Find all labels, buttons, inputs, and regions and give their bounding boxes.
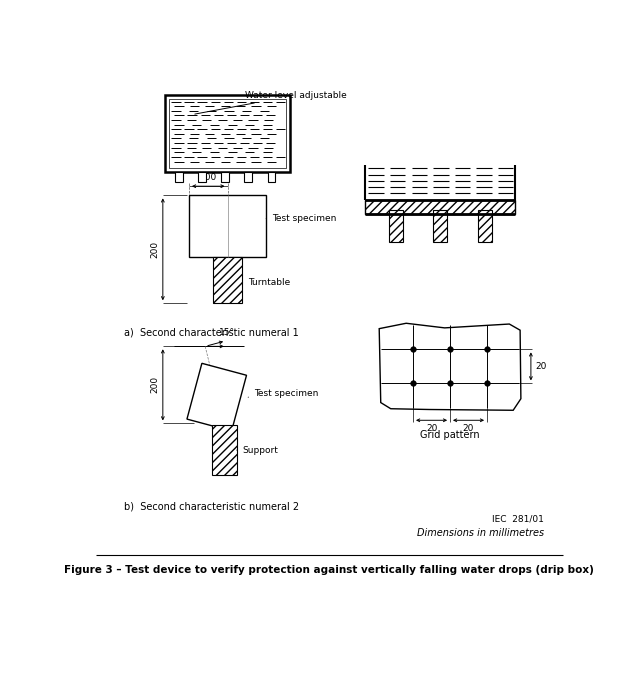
Bar bbox=[221, 172, 229, 181]
Text: Test specimen: Test specimen bbox=[248, 389, 318, 398]
Bar bbox=[175, 172, 183, 181]
Bar bbox=[365, 200, 516, 214]
Bar bbox=[478, 210, 492, 242]
Text: 200: 200 bbox=[150, 376, 159, 393]
Text: Dimensions in millimetres: Dimensions in millimetres bbox=[417, 528, 544, 538]
Polygon shape bbox=[379, 323, 521, 410]
Text: a)  Second characteristic numeral 1: a) Second characteristic numeral 1 bbox=[124, 328, 299, 338]
Text: Turntable: Turntable bbox=[242, 278, 291, 287]
Text: b)  Second characteristic numeral 2: b) Second characteristic numeral 2 bbox=[124, 501, 300, 511]
Text: IEC  281/01: IEC 281/01 bbox=[492, 515, 544, 524]
Bar bbox=[198, 172, 206, 181]
Text: 100: 100 bbox=[199, 172, 217, 181]
Bar bbox=[169, 99, 286, 168]
Text: Grid pattern: Grid pattern bbox=[421, 430, 480, 439]
Bar bbox=[212, 425, 237, 475]
Bar bbox=[213, 257, 242, 304]
Bar bbox=[189, 196, 266, 257]
Text: Water level adjustable: Water level adjustable bbox=[195, 91, 347, 114]
Text: 20: 20 bbox=[463, 424, 474, 433]
Text: 20: 20 bbox=[426, 424, 437, 433]
Text: Figure 3 – Test device to verify protection against vertically falling water dro: Figure 3 – Test device to verify protect… bbox=[64, 565, 594, 575]
Bar bbox=[165, 95, 290, 172]
Bar bbox=[389, 210, 403, 242]
Text: 20: 20 bbox=[536, 362, 547, 371]
Text: 200: 200 bbox=[150, 241, 159, 258]
Polygon shape bbox=[187, 363, 246, 431]
Text: Support: Support bbox=[237, 445, 278, 455]
Bar bbox=[433, 210, 447, 242]
Text: 15°: 15° bbox=[219, 328, 235, 337]
Text: Test specimen: Test specimen bbox=[266, 214, 336, 223]
Bar bbox=[244, 172, 252, 181]
Bar bbox=[267, 172, 275, 181]
